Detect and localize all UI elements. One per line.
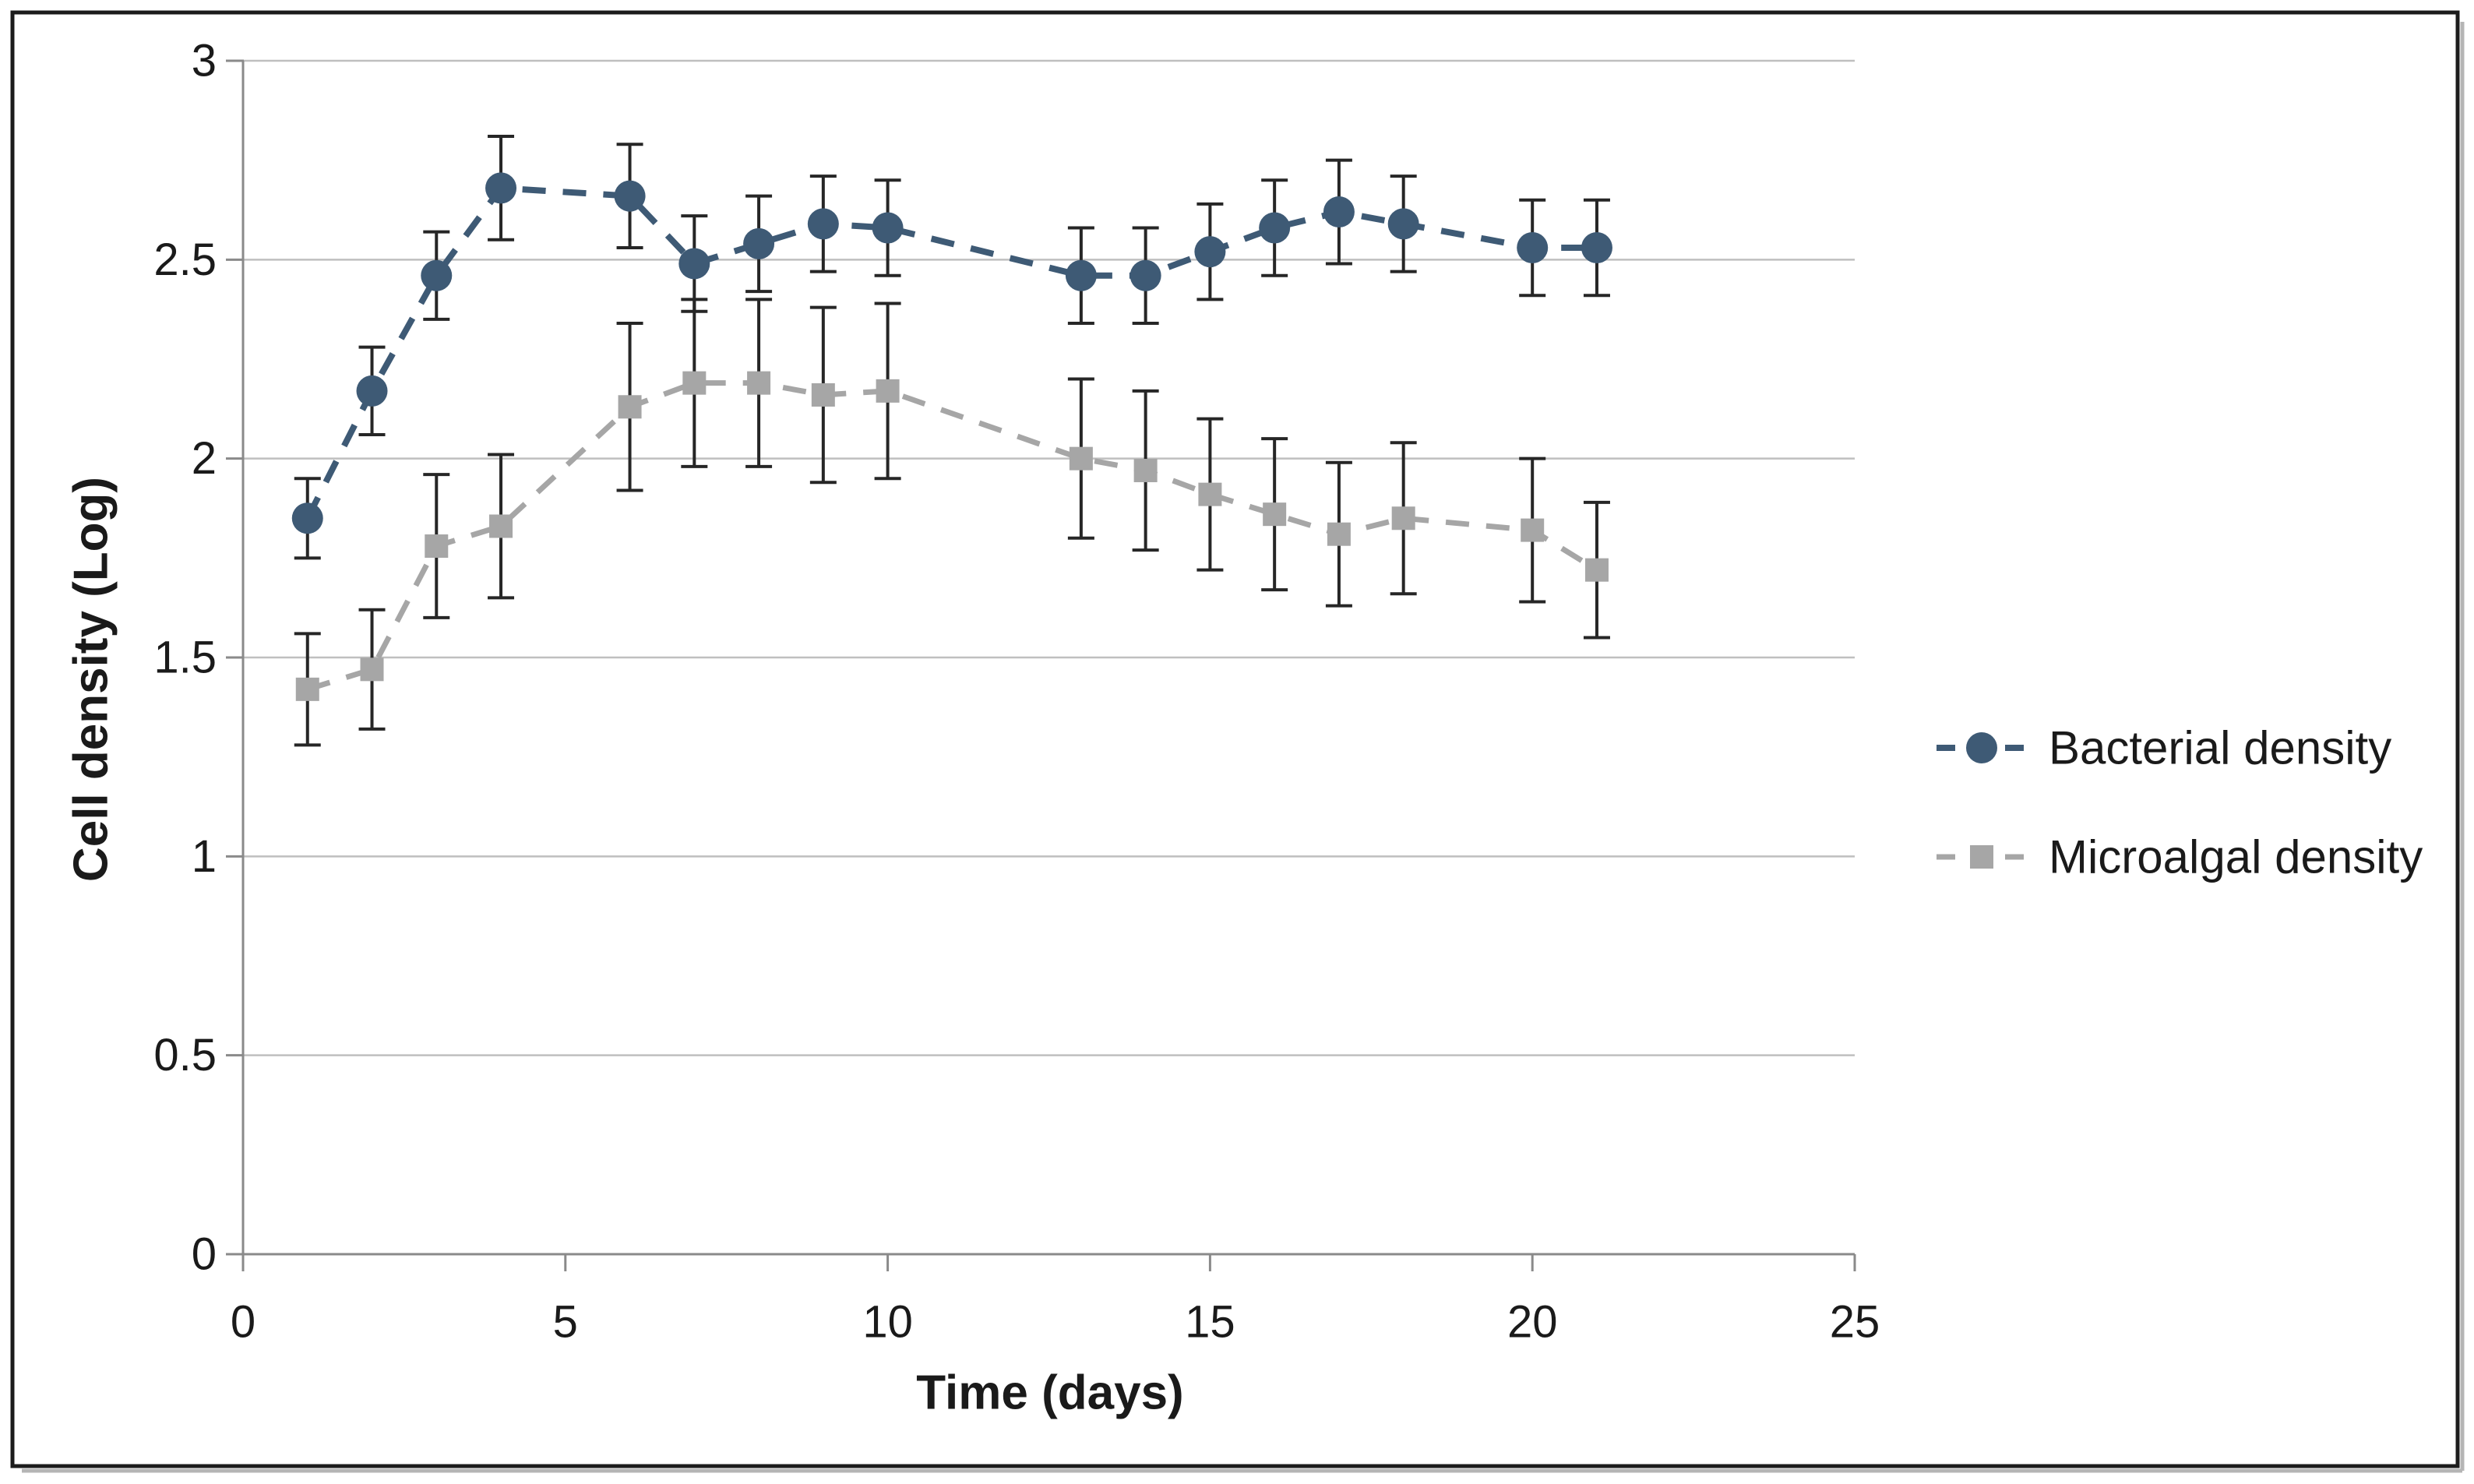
- data-point-bacterial: [356, 375, 388, 407]
- data-point-microalgal: [1069, 446, 1093, 471]
- data-point-bacterial: [1065, 259, 1097, 291]
- x-axis-title: Time (days): [916, 1366, 1183, 1420]
- series-lines: [305, 185, 1598, 693]
- x-tick-label-10: 10: [862, 1297, 913, 1348]
- data-point-bacterial: [614, 180, 646, 212]
- data-point-microalgal: [489, 514, 513, 538]
- data-point-microalgal: [1133, 458, 1158, 482]
- y-tick-label-0.5: 0.5: [153, 1030, 217, 1080]
- x-tick-label-20: 20: [1507, 1297, 1558, 1348]
- data-point-microalgal: [1391, 506, 1415, 531]
- data-point-bacterial: [1194, 236, 1226, 268]
- x-tick-label-25: 25: [1830, 1297, 1880, 1348]
- legend-microalgal-marker-icon: [1970, 845, 1993, 869]
- data-point-bacterial: [1581, 232, 1612, 264]
- x-tick-labels: 0 5 10 15 20 25: [231, 1297, 1880, 1348]
- data-point-microalgal: [360, 657, 384, 682]
- legend-bacterial-marker-icon: [1966, 732, 1997, 763]
- data-point-bacterial: [291, 502, 323, 534]
- data-point-bacterial: [807, 208, 839, 240]
- bacterial-line: [305, 185, 1597, 520]
- legend-item-microalgal: Microalgal density: [1937, 831, 2423, 883]
- data-point-microalgal: [1263, 502, 1287, 527]
- data-point-bacterial: [743, 227, 775, 259]
- data-point-microalgal: [1198, 482, 1222, 506]
- data-point-bacterial: [421, 259, 453, 291]
- y-tick-label-3: 3: [192, 36, 217, 86]
- data-point-microalgal: [876, 379, 900, 403]
- data-point-microalgal: [1521, 518, 1545, 542]
- y-tick-label-0: 0: [192, 1229, 217, 1280]
- data-point-microalgal: [682, 371, 707, 395]
- data-point-bacterial: [485, 172, 517, 204]
- y-tick-label-1.5: 1.5: [153, 633, 217, 683]
- microalgal-line: [306, 380, 1598, 693]
- data-point-bacterial: [1259, 212, 1291, 244]
- data-point-bacterial: [1130, 259, 1161, 291]
- data-point-microalgal: [425, 534, 449, 559]
- x-tick-label-15: 15: [1185, 1297, 1235, 1348]
- legend-item-bacterial: Bacterial density: [1937, 722, 2391, 774]
- data-point-microalgal: [1327, 522, 1351, 546]
- data-point-bacterial: [1323, 196, 1355, 228]
- legend-bacterial-label: Bacterial density: [2049, 722, 2391, 774]
- x-tick-label-5: 5: [553, 1297, 578, 1348]
- axes: [226, 59, 1856, 1271]
- data-point-microalgal: [618, 395, 642, 419]
- data-point-bacterial: [1387, 208, 1419, 240]
- data-point-microalgal: [1584, 558, 1609, 582]
- y-tick-label-2: 2: [192, 433, 217, 484]
- chart-frame-border: [10, 10, 2460, 1468]
- legend-microalgal-label: Microalgal density: [2049, 831, 2423, 883]
- x-tick-label-0: 0: [231, 1297, 256, 1348]
- y-tick-label-1: 1: [192, 831, 217, 882]
- y-tick-labels: 3 2.5 2 1.5 1 0.5 0: [153, 36, 217, 1280]
- y-axis-title: Cell density (Log): [65, 477, 118, 882]
- data-point-bacterial: [1517, 232, 1549, 264]
- legend: Bacterial density Microalgal density: [1937, 722, 2423, 883]
- data-point-microalgal: [811, 382, 835, 407]
- data-point-bacterial: [678, 248, 710, 280]
- gridlines: [243, 59, 1855, 1056]
- data-point-bacterial: [872, 212, 904, 244]
- data-point-microalgal: [747, 371, 771, 395]
- series-markers: [291, 172, 1612, 701]
- data-point-microalgal: [295, 677, 319, 701]
- y-tick-label-2.5: 2.5: [153, 234, 217, 285]
